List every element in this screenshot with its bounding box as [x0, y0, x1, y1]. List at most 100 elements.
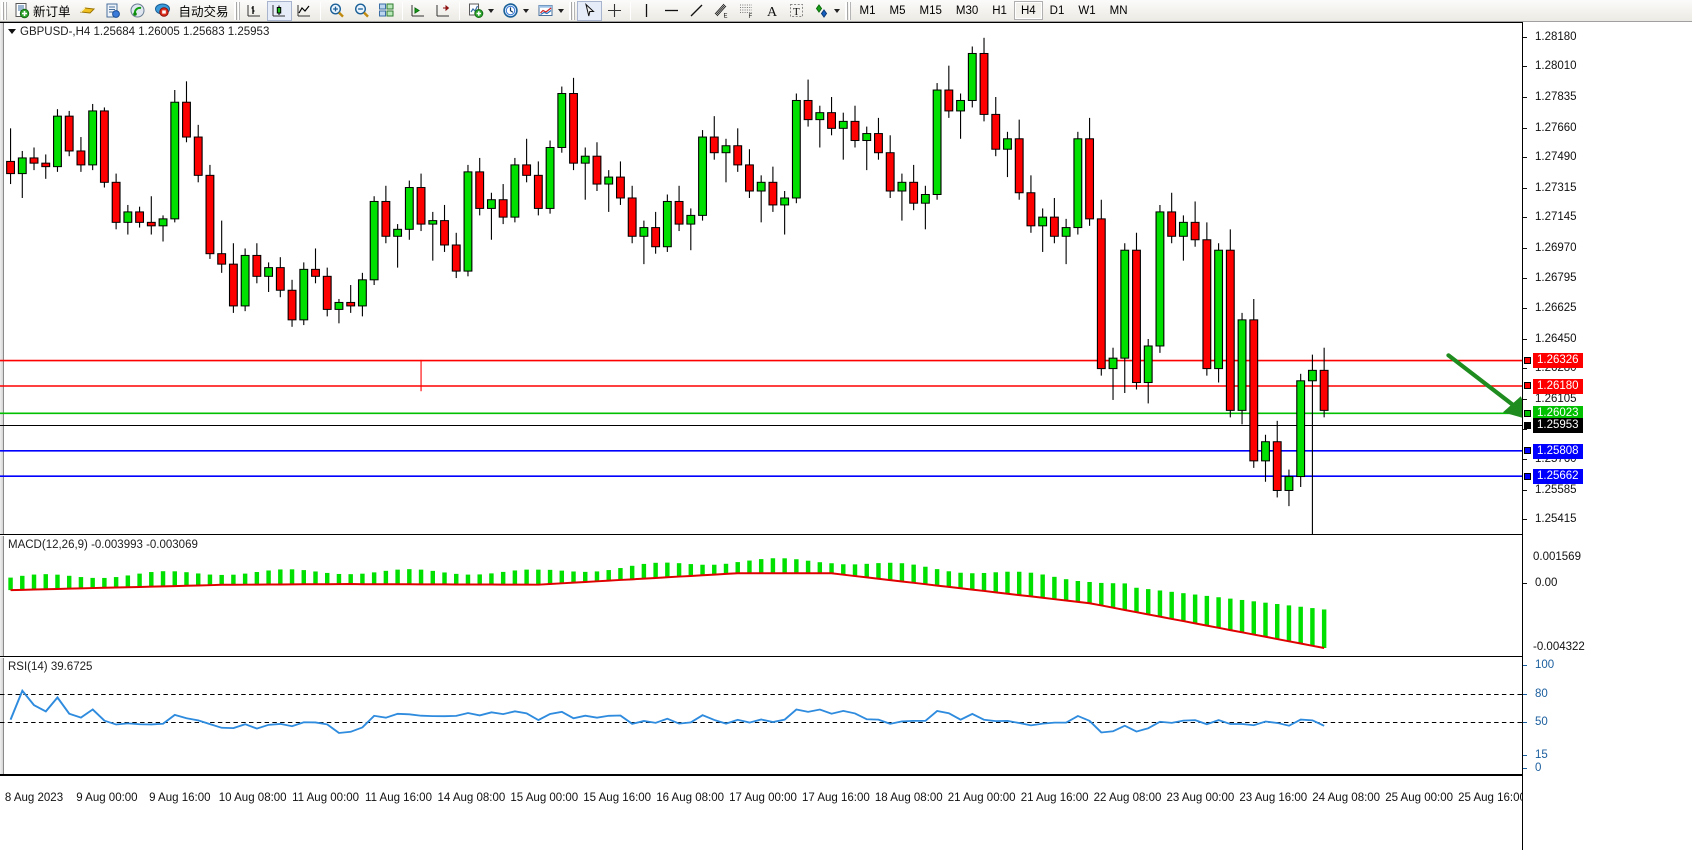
- auto-trading-button[interactable]: 自动交易: [175, 1, 233, 21]
- macd-histogram-bar: [676, 563, 682, 577]
- shift-button[interactable]: [406, 1, 431, 21]
- macd-histogram-bar: [55, 574, 60, 589]
- macd-histogram-bar: [1028, 572, 1034, 597]
- timeframe-d1[interactable]: D1: [1049, 5, 1065, 17]
- macd-histogram-bar: [125, 575, 131, 588]
- price-pane[interactable]: GBPUSD-,H4 1.25684 1.26005 1.25683 1.259…: [0, 23, 1692, 535]
- indicators-button[interactable]: [463, 1, 498, 21]
- text-label-button[interactable]: T: [784, 1, 809, 21]
- equidistant-channel-icon: E: [713, 2, 730, 20]
- macd-histogram-bar: [489, 573, 494, 585]
- candle-body: [698, 136, 707, 216]
- timeframe-m15[interactable]: M15: [919, 5, 942, 17]
- price-tag-sell-limit-line-2[interactable]: 1.26180: [1533, 378, 1583, 394]
- chart-window-button[interactable]: [374, 1, 399, 21]
- horizontal-line-button[interactable]: [659, 1, 684, 21]
- macd-histogram-bar: [934, 569, 940, 586]
- price-tag-handle[interactable]: [1524, 447, 1531, 455]
- zoom-in-button[interactable]: [324, 1, 349, 21]
- candle-body: [252, 254, 262, 277]
- green-arrow[interactable]: [1446, 353, 1531, 421]
- macd-histogram-bar: [289, 569, 295, 585]
- vertical-line-button[interactable]: [634, 1, 659, 21]
- price-scale[interactable]: 1.28180 1.28010 1.27835 1.27660 1.27490 1.273…: [1522, 22, 1692, 850]
- chevron-down-icon-3[interactable]: [557, 8, 564, 13]
- macd-histogram-bar: [313, 571, 318, 585]
- macd-histogram-bar: [1157, 590, 1163, 617]
- price-tag-handle[interactable]: [1524, 472, 1531, 480]
- terminal-button[interactable]: [100, 1, 125, 21]
- toolbar-grip-4[interactable]: [844, 1, 851, 20]
- objects-button[interactable]: [809, 1, 844, 21]
- time-axis[interactable]: 8 Aug 2023 9 Aug 00:00 9 Aug 16:00 10 Aug 0…: [0, 775, 1526, 850]
- templates-icon: [537, 2, 554, 19]
- macd-histogram-bar: [442, 572, 447, 585]
- toolbar-grip[interactable]: [1, 1, 7, 20]
- equidistant-channel-button[interactable]: E: [709, 1, 734, 21]
- crosshair-button[interactable]: [602, 1, 627, 21]
- price-tag-handle[interactable]: [1524, 421, 1531, 429]
- zoom-out-icon: [353, 2, 370, 19]
- fibonacci-icon: F: [738, 2, 755, 20]
- signals-button[interactable]: [125, 1, 150, 21]
- zoom-out-button[interactable]: [349, 1, 374, 21]
- autoscroll-button[interactable]: [431, 1, 456, 21]
- macd-histogram-bar: [1134, 587, 1139, 613]
- time-axis-label: 25 Aug 16:00: [1458, 792, 1526, 804]
- line-chart-icon: [296, 2, 313, 19]
- period-button[interactable]: [498, 1, 533, 21]
- time-axis-label: 11 Aug 16:00: [365, 792, 432, 804]
- chevron-down-icon[interactable]: [487, 8, 494, 13]
- trendline-button[interactable]: [684, 1, 709, 21]
- macd-histogram-bar: [1275, 604, 1280, 640]
- timeframe-m1[interactable]: M1: [859, 5, 876, 17]
- price-tag-handle[interactable]: [1524, 409, 1531, 417]
- time-axis-label: 23 Aug 00:00: [1166, 792, 1235, 804]
- candle-body: [135, 211, 145, 223]
- candle-body: [1049, 216, 1059, 237]
- macd-signal-line: [10, 572, 1325, 649]
- templates-button[interactable]: [533, 1, 568, 21]
- price-tag-handle[interactable]: [1524, 356, 1531, 364]
- macd-histogram-bar: [700, 564, 705, 576]
- price-tag-buy-limit-line-2[interactable]: 1.25662: [1533, 469, 1583, 485]
- price-tag-buy-limit-line[interactable]: 1.25808: [1533, 443, 1583, 459]
- macd-histogram-bar: [536, 569, 541, 585]
- time-axis-label: 17 Aug 16:00: [801, 792, 870, 804]
- toolbar-grip-2[interactable]: [233, 1, 240, 20]
- fibonacci-button[interactable]: F: [734, 1, 759, 21]
- candlestick-button[interactable]: [266, 0, 292, 21]
- chart-area[interactable]: GBPUSD-,H4 1.25684 1.26005 1.25683 1.259…: [0, 22, 1692, 850]
- shift-icon: [410, 2, 427, 19]
- price-tick-label: 1.28010: [1535, 60, 1577, 73]
- main-toolbar: 新订单: [0, 0, 1692, 22]
- timeframe-m30[interactable]: M30: [955, 5, 979, 17]
- timeframe-w1[interactable]: W1: [1078, 5, 1096, 17]
- text-button[interactable]: A: [759, 1, 784, 21]
- candle-body: [1132, 249, 1141, 384]
- gold-bar-button[interactable]: [75, 1, 100, 21]
- macd-histogram-bar: [1286, 605, 1292, 642]
- price-tag-sell-limit-line[interactable]: 1.26326: [1533, 353, 1583, 369]
- toolbar-grip-3[interactable]: [568, 1, 575, 20]
- cursor-button[interactable]: [576, 0, 602, 21]
- bar-chart-button[interactable]: [242, 1, 267, 21]
- timeframe-mn[interactable]: MN: [1109, 5, 1128, 17]
- chevron-down-icon-2[interactable]: [522, 8, 529, 13]
- timeframe-m5[interactable]: M5: [889, 5, 906, 17]
- macd-histogram-bar: [629, 565, 635, 580]
- market-button[interactable]: [150, 1, 175, 21]
- line-chart-button[interactable]: [292, 1, 317, 21]
- dropdown-arrow-icon[interactable]: [8, 29, 16, 35]
- macd-pane[interactable]: MACD(12,26,9) -0.003993 -0.003069: [0, 536, 1692, 657]
- timeframe-h4[interactable]: H4: [1013, 1, 1043, 20]
- rsi-pane[interactable]: RSI(14) 39.6725: [0, 658, 1692, 775]
- price-tag-current-bid-line[interactable]: 1.25953: [1533, 418, 1583, 434]
- new-order-button[interactable]: 新订单: [9, 1, 75, 21]
- chevron-down-icon-4[interactable]: [833, 8, 840, 13]
- timeframe-h1[interactable]: H1: [992, 5, 1007, 17]
- price-tag-handle[interactable]: [1524, 382, 1531, 390]
- macd-histogram-bar: [254, 572, 260, 585]
- macd-histogram-bar: [899, 563, 905, 582]
- price-tag-take-profit-line[interactable]: 1.26023: [1533, 406, 1583, 422]
